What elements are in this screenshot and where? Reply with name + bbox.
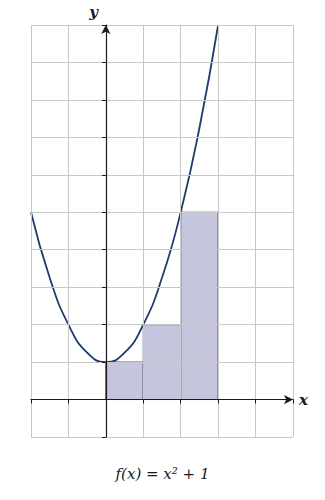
- svg-text:f(x) = x² + 1: f(x) = x² + 1: [115, 465, 210, 483]
- svg-text:y: y: [88, 3, 99, 21]
- svg-text:x: x: [298, 391, 309, 409]
